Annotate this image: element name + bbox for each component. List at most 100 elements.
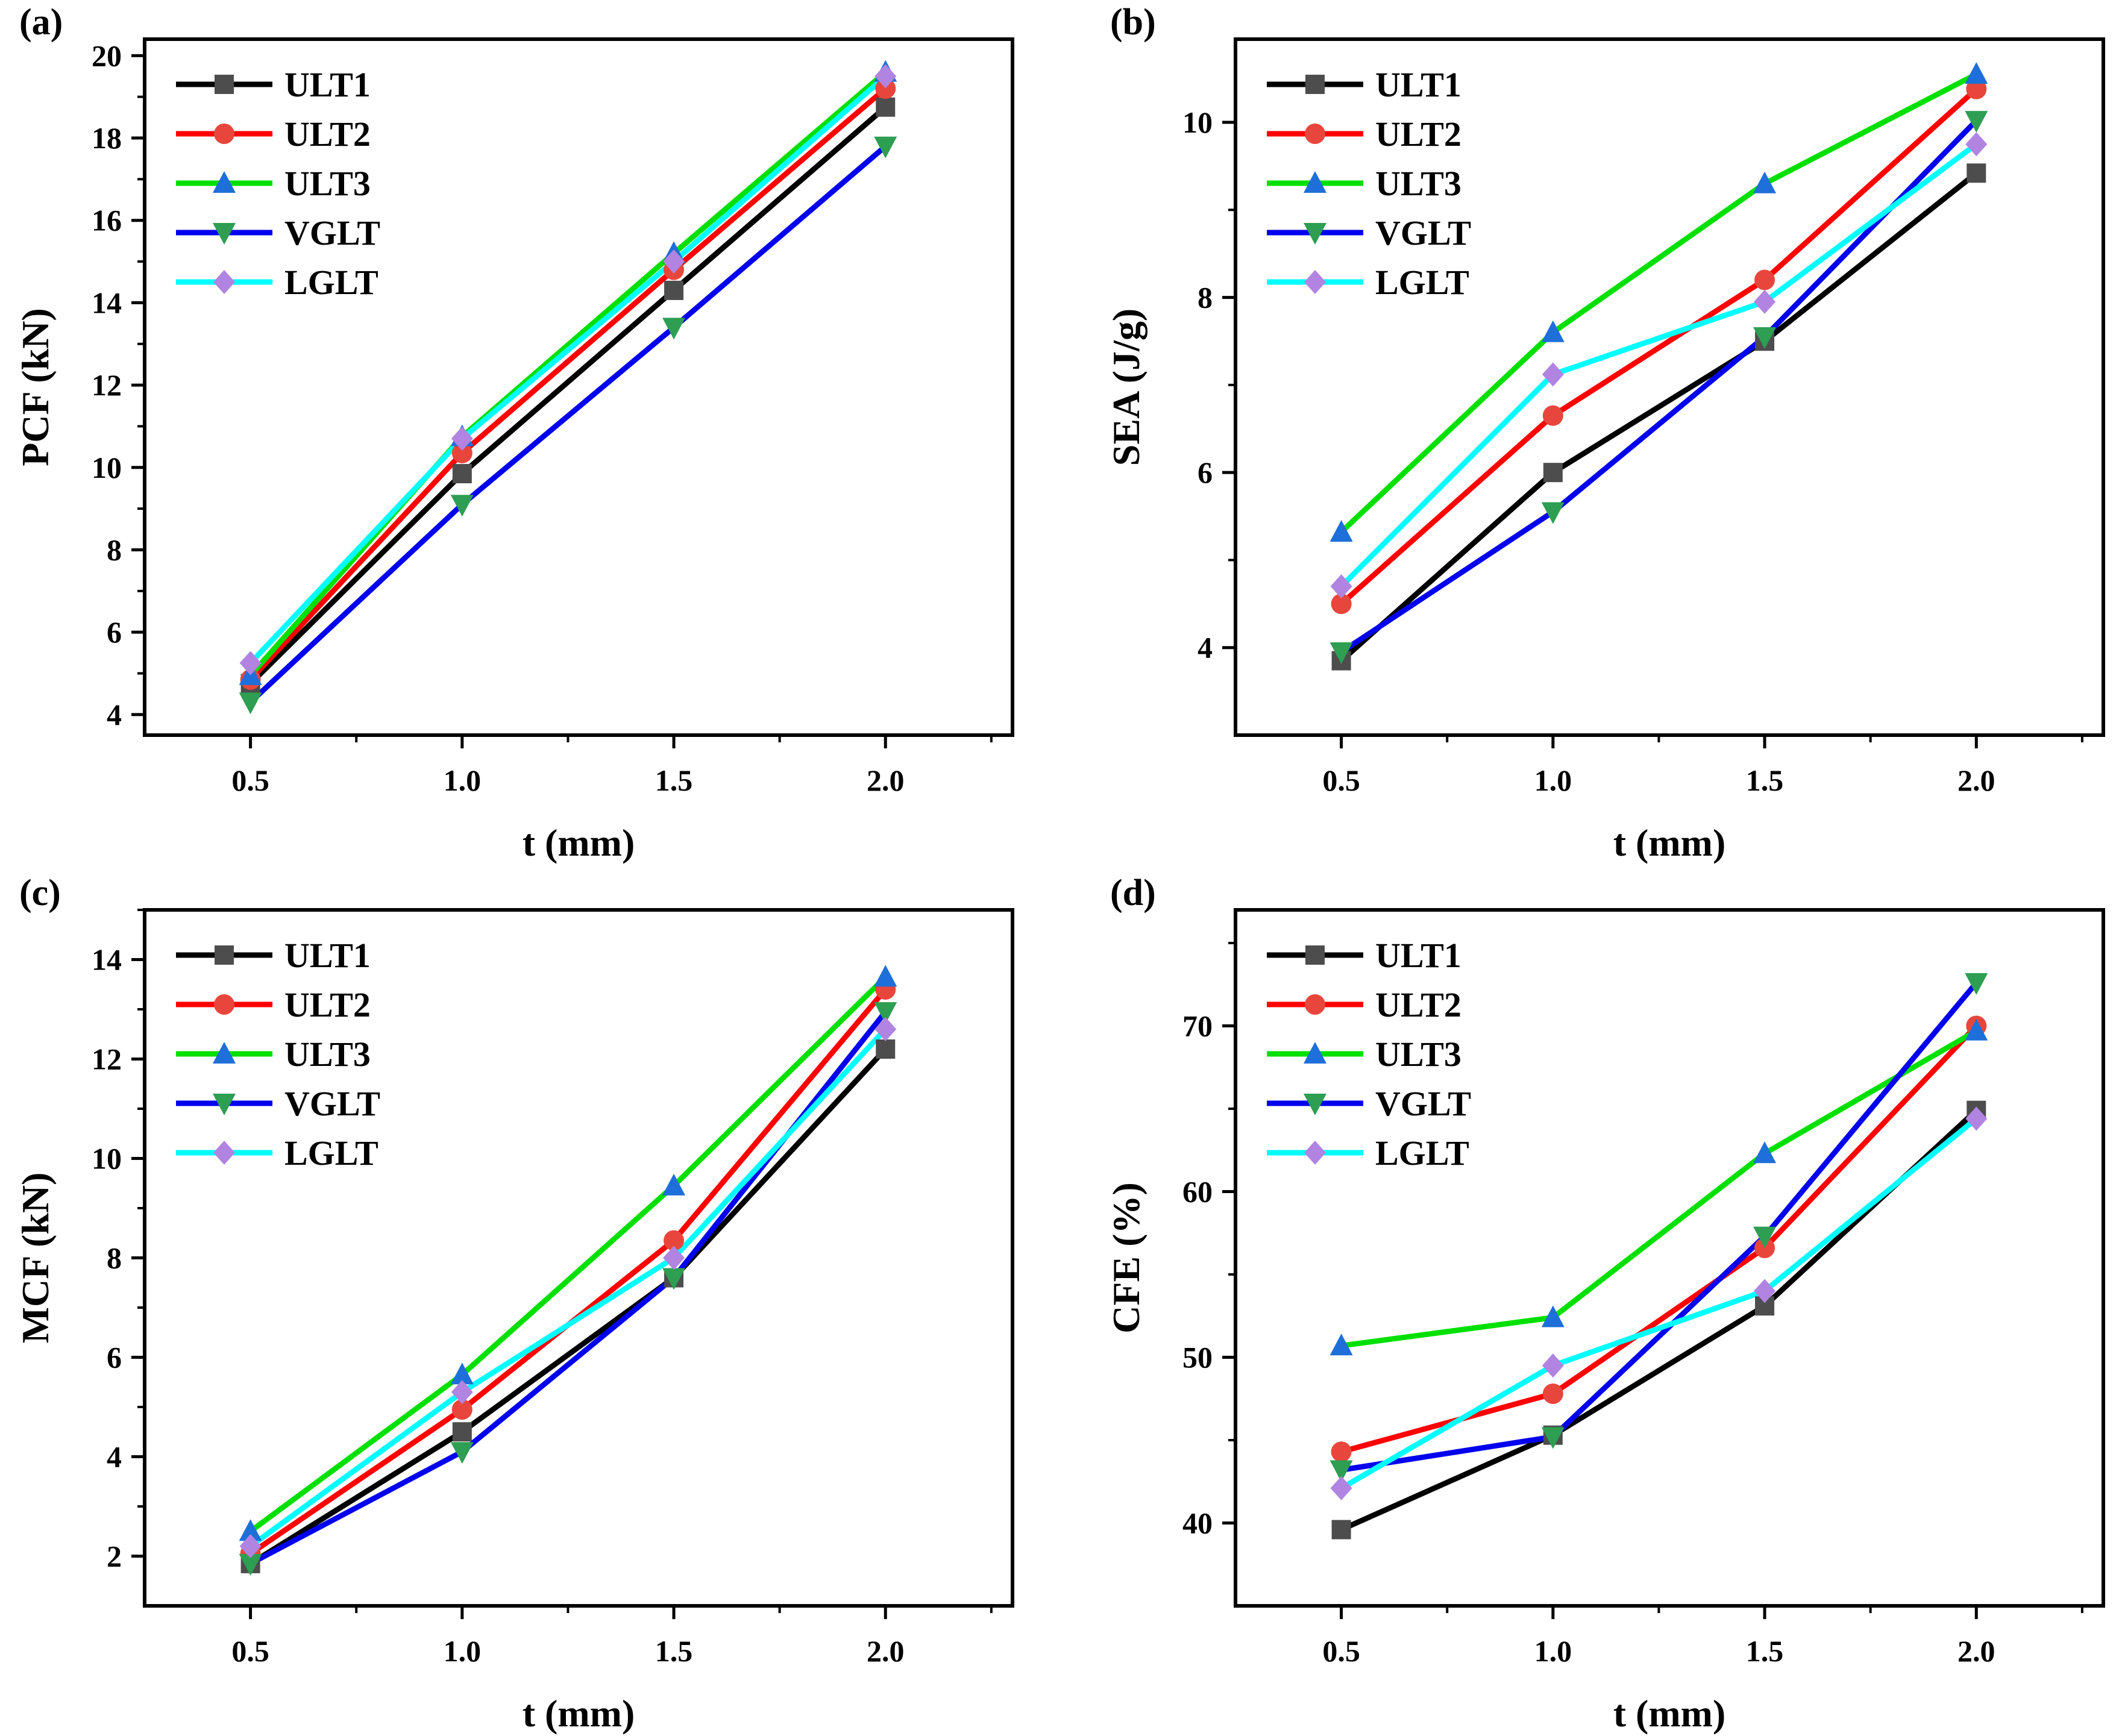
series-line-ult2-a	[248, 86, 888, 682]
data-point-vglt-b	[1541, 502, 1565, 524]
plot-frame-b	[1234, 37, 2105, 737]
legend-marker-ult1-b	[1305, 75, 1325, 94]
legend-marker-vglt-a	[213, 223, 236, 245]
data-point-ult2-d	[1331, 1441, 1352, 1462]
x-axis-title-b: t (mm)	[1613, 821, 1726, 864]
x-tick-label-c: 0.5	[231, 1634, 269, 1668]
x-tick-label-b: 0.5	[1322, 763, 1360, 797]
series-line-ult3-d	[1341, 1028, 1978, 1349]
data-point-ult3-c	[450, 1362, 474, 1385]
legend-label-lglt-a: LGLT	[284, 263, 378, 302]
x-tick-label-d: 1.0	[1534, 1634, 1572, 1668]
legend-label-ult2-c: ULT2	[284, 985, 371, 1024]
y-tick-label-d: 70	[1182, 1009, 1213, 1043]
series-line-ult1-c	[249, 1047, 888, 1566]
plot-frame-d	[1234, 908, 2105, 1608]
x-tick-label-a: 0.5	[231, 763, 269, 797]
series-line-ult2-d	[1340, 1024, 1979, 1455]
x-axis-title-a: t (mm)	[523, 821, 635, 864]
x-tick-label-d: 0.5	[1322, 1634, 1360, 1668]
y-tick-label-d: 60	[1182, 1175, 1213, 1209]
data-point-ult3-d	[1541, 1305, 1565, 1327]
data-point-lglt-b	[1754, 289, 1776, 314]
data-point-ult2-b	[1542, 405, 1563, 426]
y-tick-label-c: 4	[107, 1440, 122, 1474]
series-line-vglt-a	[248, 144, 888, 704]
x-tick-label-a: 1.5	[655, 763, 693, 797]
data-point-ult1-a	[664, 280, 684, 300]
legend-label-ult3-b: ULT3	[1375, 164, 1461, 203]
legend-marker-ult2-a	[214, 124, 234, 144]
y-tick-label-a: 6	[107, 615, 122, 649]
x-tick-label-d: 1.5	[1746, 1634, 1784, 1668]
data-point-vglt-a	[239, 692, 262, 715]
legend-marker-ult3-b	[1304, 171, 1326, 193]
data-point-ult1-b	[1967, 163, 1986, 183]
data-point-ult3-d	[1329, 1333, 1353, 1356]
chart-a: 0.5 1.0 1.5 2.0 4 6 8 10 12 14 16 18 20 t (mm) PCF (kN…	[14, 2, 1014, 864]
data-point-ult2-d	[1542, 1383, 1563, 1404]
data-point-vglt-a	[874, 136, 897, 158]
x-tick-label-d: 2.0	[1957, 1634, 1995, 1668]
y-tick-label-c: 12	[92, 1042, 122, 1076]
y-tick-label-b: 4	[1198, 631, 1213, 665]
legend-marker-ult1-d	[1305, 945, 1325, 965]
y-tick-label-b: 10	[1182, 105, 1213, 139]
x-tick-label-b: 2.0	[1957, 763, 1995, 797]
plot-frame-a	[143, 37, 1014, 737]
y-tick-label-c: 6	[107, 1341, 122, 1374]
x-tick-label-c: 2.0	[867, 1634, 905, 1668]
x-tick-label-c: 1.5	[655, 1634, 693, 1668]
legend-marker-vglt-b	[1304, 223, 1326, 245]
data-point-lglt-c	[451, 1380, 473, 1405]
series-line-lglt-c	[248, 1027, 888, 1549]
data-point-lglt-b	[1542, 362, 1564, 387]
legend-label-vglt-d: VGLT	[1375, 1084, 1471, 1123]
data-point-ult3-b	[1753, 171, 1777, 193]
y-axis-title-b: SEA (J/g)	[1105, 309, 1147, 466]
legend-marker-lglt-d	[1304, 1141, 1326, 1165]
legend-label-lglt-b: LGLT	[1375, 263, 1469, 302]
x-tick-label-b: 1.5	[1746, 763, 1784, 797]
x-axis-title-d: t (mm)	[1613, 1692, 1726, 1735]
y-tick-label-d: 50	[1182, 1341, 1213, 1374]
data-point-vglt-c	[662, 1268, 686, 1290]
data-point-ult3-d	[1753, 1141, 1777, 1164]
y-tick-label-a: 14	[92, 286, 122, 319]
series-line-ult3-a	[248, 70, 888, 677]
data-point-ult2-a	[451, 442, 472, 463]
data-point-ult3-c	[874, 965, 897, 987]
y-tick-label-b: 6	[1198, 456, 1213, 489]
panel-label-b: (b)	[1110, 2, 1156, 43]
data-point-vglt-c	[450, 1442, 474, 1464]
data-point-vglt-b	[1329, 642, 1353, 664]
panel-label-d: (d)	[1110, 873, 1156, 913]
legend-label-ult3-a: ULT3	[284, 164, 371, 203]
data-point-vglt-c	[239, 1553, 262, 1576]
data-point-ult2-c	[451, 1399, 472, 1420]
y-tick-label-c: 10	[92, 1142, 122, 1176]
chart-d: 0.5 1.0 1.5 2.0 40 50 60 70 t (mm) CFE (%) (d) ULT1…	[1105, 873, 2105, 1735]
data-point-lglt-a	[663, 249, 685, 274]
x-tick-label-a: 2.0	[867, 763, 905, 797]
y-tick-label-a: 20	[92, 39, 122, 72]
legend-label-ult3-d: ULT3	[1375, 1035, 1461, 1074]
legend-marker-lglt-c	[213, 1141, 235, 1165]
legend-label-ult1-a: ULT1	[284, 65, 371, 104]
data-point-ult1-b	[1543, 463, 1563, 483]
legend-label-lglt-c: LGLT	[284, 1133, 378, 1173]
data-point-ult2-b	[1966, 78, 1987, 99]
y-tick-label-c: 14	[92, 943, 122, 977]
data-point-ult2-b	[1754, 269, 1775, 290]
panel-label-a: (a)	[19, 2, 63, 43]
legend-marker-vglt-d	[1304, 1094, 1326, 1115]
y-tick-label-c: 8	[107, 1241, 122, 1275]
data-point-lglt-a	[874, 64, 897, 89]
data-point-vglt-d	[1753, 1226, 1777, 1249]
legend-marker-ult3-c	[213, 1042, 236, 1064]
data-point-ult3-c	[662, 1173, 686, 1195]
chart-c: 0.5 1.0 1.5 2.0 2 4 6 8 10 12 14 t (mm) MCF (kN) (c) U…	[14, 873, 1014, 1735]
data-point-lglt-c	[874, 1017, 897, 1041]
legend-label-ult1-c: ULT1	[284, 936, 371, 975]
series-line-vglt-b	[1340, 118, 1979, 654]
